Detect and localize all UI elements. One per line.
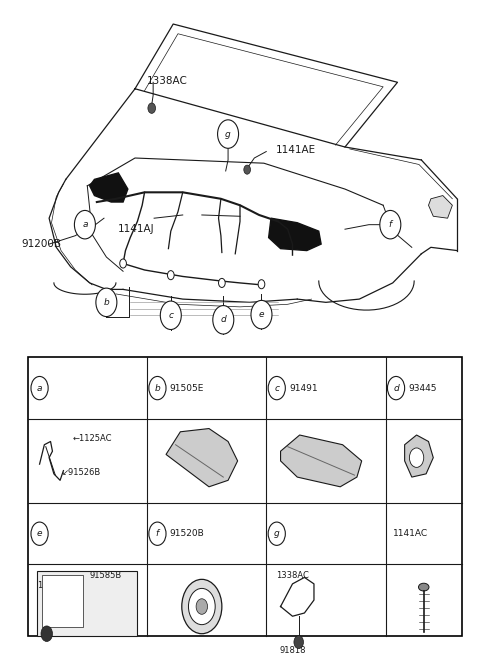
Circle shape <box>31 377 48 400</box>
Polygon shape <box>166 428 238 487</box>
Text: g: g <box>274 529 280 538</box>
Text: a: a <box>82 220 88 229</box>
Text: b: b <box>104 298 109 307</box>
Polygon shape <box>90 173 128 202</box>
Ellipse shape <box>419 583 429 591</box>
Circle shape <box>149 377 166 400</box>
Circle shape <box>148 103 156 113</box>
Circle shape <box>160 301 181 329</box>
Circle shape <box>268 522 285 545</box>
Circle shape <box>387 377 405 400</box>
Text: a: a <box>37 384 42 392</box>
Text: f: f <box>389 220 392 229</box>
Polygon shape <box>269 218 321 251</box>
Text: 1338AC: 1338AC <box>276 571 309 580</box>
Text: e: e <box>37 529 42 538</box>
Circle shape <box>294 636 303 649</box>
Text: d: d <box>220 316 226 324</box>
Polygon shape <box>405 435 433 477</box>
Circle shape <box>168 271 174 279</box>
Text: ←1125AC: ←1125AC <box>73 434 112 443</box>
Circle shape <box>182 579 222 634</box>
Bar <box>28 358 462 636</box>
Text: 93445: 93445 <box>408 384 437 392</box>
Text: c: c <box>274 384 279 392</box>
Text: e: e <box>259 310 264 319</box>
Circle shape <box>96 288 117 317</box>
Circle shape <box>149 522 166 545</box>
Text: 1338AC: 1338AC <box>147 76 188 86</box>
Text: 91200B: 91200B <box>22 239 61 249</box>
Circle shape <box>213 306 234 334</box>
Bar <box>37 571 137 636</box>
Circle shape <box>189 588 215 625</box>
Text: 91505E: 91505E <box>170 384 204 392</box>
Text: 91818: 91818 <box>279 646 306 655</box>
Text: 91585B: 91585B <box>90 571 122 580</box>
Polygon shape <box>281 435 362 487</box>
Polygon shape <box>429 195 452 218</box>
Circle shape <box>217 120 239 148</box>
Circle shape <box>409 448 424 467</box>
Text: ↙91526B: ↙91526B <box>62 468 101 477</box>
Text: 91520B: 91520B <box>170 529 204 538</box>
Text: 91491: 91491 <box>289 384 318 392</box>
Text: c: c <box>168 311 173 319</box>
Text: 1141AJ: 1141AJ <box>118 224 155 234</box>
Circle shape <box>268 377 285 400</box>
Text: 1339CC: 1339CC <box>37 581 70 590</box>
Circle shape <box>244 165 251 174</box>
Circle shape <box>120 259 126 268</box>
Text: f: f <box>156 529 159 538</box>
Text: d: d <box>393 384 399 392</box>
Text: 1141AE: 1141AE <box>276 144 316 155</box>
Circle shape <box>258 279 265 289</box>
Text: b: b <box>155 384 160 392</box>
Circle shape <box>196 599 207 614</box>
Circle shape <box>251 300 272 329</box>
Circle shape <box>218 278 225 287</box>
Circle shape <box>31 522 48 545</box>
Circle shape <box>74 211 96 239</box>
Text: 1141AC: 1141AC <box>393 529 428 538</box>
Text: g: g <box>225 130 231 138</box>
Circle shape <box>41 626 52 642</box>
Bar <box>42 575 83 627</box>
Circle shape <box>380 211 401 239</box>
